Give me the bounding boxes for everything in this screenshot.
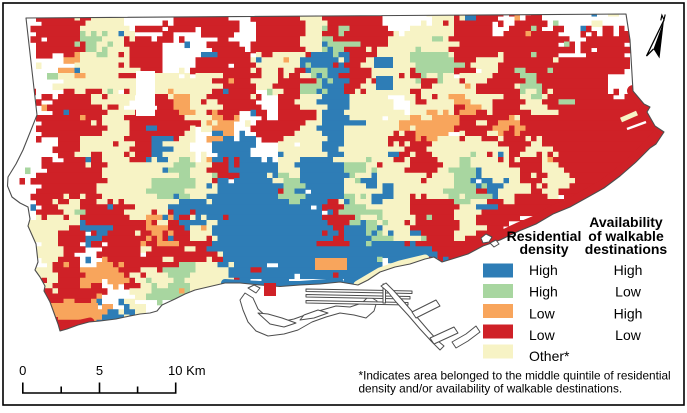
svg-text:High: High <box>529 262 558 278</box>
svg-text:density: density <box>519 241 568 257</box>
svg-text:Residential: Residential <box>507 228 582 244</box>
svg-text:Low: Low <box>615 284 642 300</box>
svg-text:of walkable: of walkable <box>588 228 664 244</box>
svg-text:High: High <box>614 306 643 322</box>
svg-text:High: High <box>529 284 558 300</box>
svg-text:Availability: Availability <box>589 214 663 230</box>
svg-text:High: High <box>614 262 643 278</box>
svg-text:5: 5 <box>96 363 103 378</box>
svg-text:Low: Low <box>615 327 642 343</box>
svg-text:destinations: destinations <box>585 241 668 257</box>
svg-text:density and/or availability of: density and/or availability of walkable … <box>359 382 623 396</box>
svg-text:10 Km: 10 Km <box>168 363 206 378</box>
svg-text:Low: Low <box>529 327 556 343</box>
svg-text:Low: Low <box>529 306 556 322</box>
svg-text:Other*: Other* <box>529 348 570 364</box>
svg-text:*Indicates area belonged to th: *Indicates area belonged to the middle q… <box>359 369 671 383</box>
svg-text:0: 0 <box>19 363 26 378</box>
